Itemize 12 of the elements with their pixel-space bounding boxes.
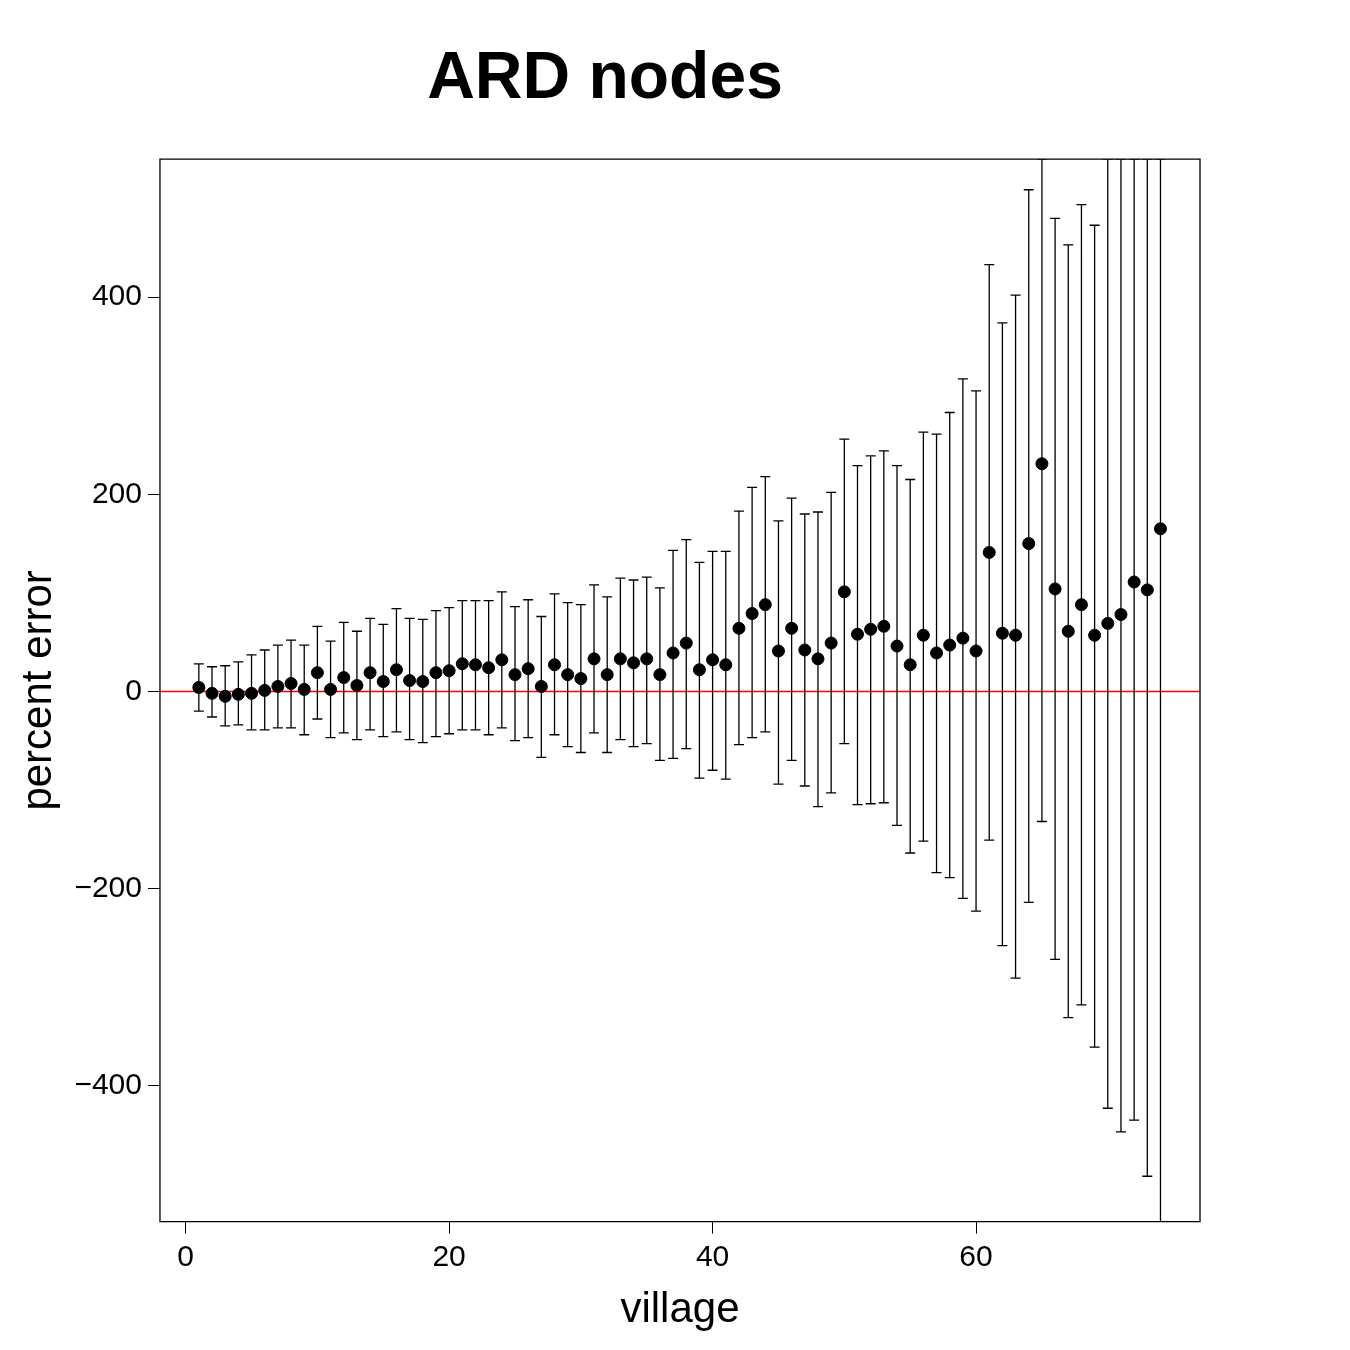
x-axis-title: village [620,1284,740,1332]
x-tick-label: 0 [177,1238,194,1272]
y-tick-label: 0 [125,672,142,706]
y-axis-title: percent error [12,570,60,811]
x-tick-label: 20 [432,1238,466,1272]
x-tick-label: 60 [959,1238,993,1272]
y-tick-label: 200 [91,475,142,509]
y-tick-label: −400 [74,1066,142,1100]
y-tick-label: 400 [91,278,142,312]
chart-title: ARD nodes [427,37,783,112]
x-tick-label: 40 [695,1238,730,1272]
y-tick-label: −200 [74,869,142,903]
